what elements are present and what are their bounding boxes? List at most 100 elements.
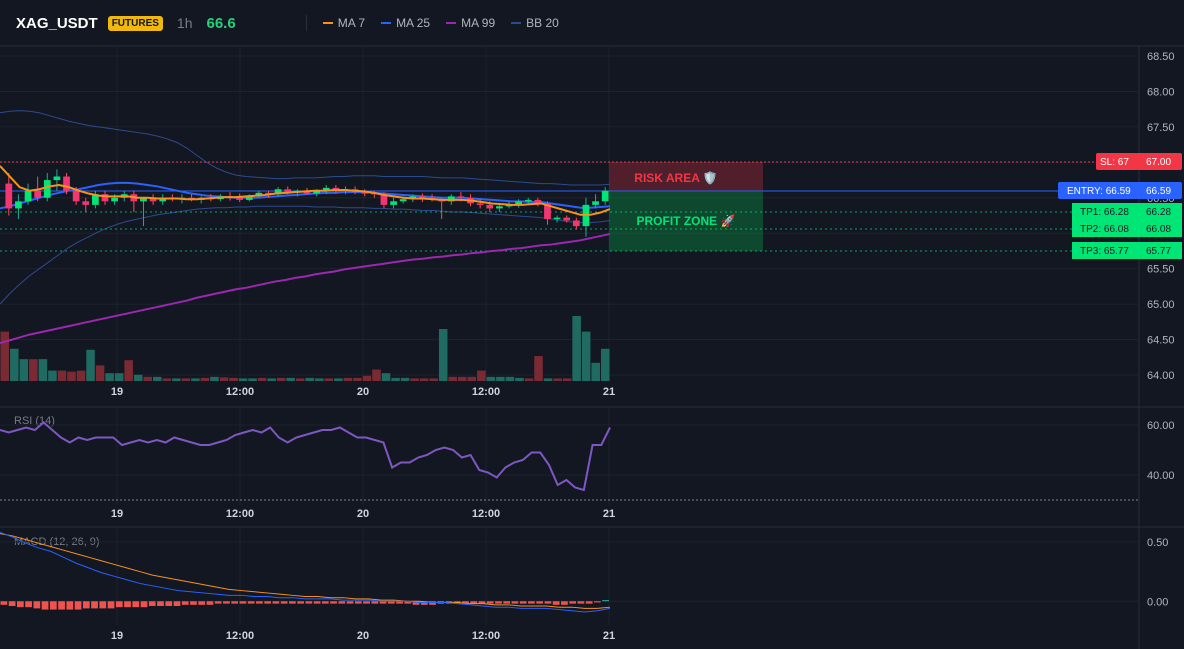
bb-lower-line [0,205,611,305]
macd-hist-bar-12 [99,601,107,609]
price-tick-8: 64.50 [1147,335,1175,347]
profit-zone-label: PROFIT ZONE 🚀 [637,214,736,228]
macd-hist-bar-60 [495,601,502,604]
volume-bar-12 [114,373,124,381]
candle-body-26 [255,192,263,196]
macd-hist-bar-8 [66,601,74,610]
candle-body-10 [101,194,109,202]
ma99-swatch [446,22,457,24]
candle-body-40 [390,201,397,205]
macd-hist-bar-47 [387,601,395,604]
symbol-name[interactable]: XAG_USDT [16,14,98,32]
macd-hist-bar-62 [511,601,519,604]
candle-body-4 [43,180,51,198]
candle-body-41 [399,199,407,202]
risk-area-zone[interactable] [609,162,763,192]
volume-bar-34 [324,378,334,381]
tp2-tag-value: 66.08 [1146,224,1171,235]
candle-body-51 [496,206,503,209]
volume-bar-46 [438,329,448,381]
volume-bar-21 [200,377,210,381]
volume-bar-37 [353,377,362,381]
macd-signal-path [0,533,611,609]
candle-body-15 [149,197,157,202]
legend-ma99[interactable]: MA 99 [446,16,495,30]
timeframe-label[interactable]: 1h [176,15,193,31]
macd-hist-bar-65 [536,601,544,604]
volume-bar-23 [219,377,229,381]
entry-tag [1058,182,1182,199]
ma25-path [0,181,611,210]
macd-hist-bar-29 [239,601,247,604]
volume-bar-41 [391,377,400,381]
volume-bars [0,316,610,381]
legend-ma7-label: MA 7 [337,16,366,30]
time-tick-2-4: 21 [603,630,615,642]
tp2-tag [1072,220,1140,237]
rsi-tick-1: 40.00 [1147,470,1175,482]
tp2-value-tag [1140,220,1182,237]
macd-hist-bar-0 [0,601,8,605]
rsi-path [0,421,611,492]
volume-bar-2 [19,359,29,381]
candle-body-2 [24,190,32,202]
indicator-legend: MA 7 MA 25 MA 99 BB 20 [322,16,559,30]
candle-body-59 [572,220,580,227]
volume-bar-58 [553,378,562,381]
macd-hist-bar-68 [561,601,568,605]
price-tick-1: 68.00 [1147,86,1175,98]
candle-body-50 [486,204,494,209]
legend-ma25[interactable]: MA 25 [381,16,430,30]
macd-hist-bar-13 [107,601,115,609]
candle-body-55 [534,199,542,204]
volume-bar-10 [95,365,105,381]
candle-body-0 [5,183,13,209]
volume-bar-17 [162,378,172,381]
candlesticks [5,169,609,237]
macd-line-path [0,531,611,613]
volume-bar-29 [276,377,286,381]
macd-hist-bar-19 [157,601,164,606]
entry-tag-value: 66.59 [1146,186,1171,197]
candle-body-47 [457,196,465,198]
candle-body-9 [92,194,99,205]
legend-ma7[interactable]: MA 7 [322,16,366,30]
volume-bar-45 [429,378,438,381]
macd-hist-bar-30 [247,601,255,604]
volume-bar-40 [381,373,391,381]
volume-bar-56 [534,356,543,381]
bb20-swatch [511,22,522,24]
ma7-swatch [322,22,333,24]
volume-bar-27 [257,377,267,381]
macd-hist-bar-67 [552,601,560,605]
macd-hist-bar-46 [379,601,387,604]
candle-body-32 [313,190,320,194]
macd-hist-bar-40 [330,601,337,604]
volume-bar-48 [458,376,467,381]
candle-body-3 [34,190,42,198]
volume-bar-49 [467,376,477,381]
legend-bb20[interactable]: BB 20 [511,16,559,30]
tp1-tag-label: TP1: 66.28 [1080,207,1129,218]
macd-hist-bar-14 [115,601,123,608]
price-tick-9: 64.00 [1147,370,1175,382]
volume-bar-43 [410,378,419,381]
ma25-line [0,181,611,210]
candle-body-46 [447,196,455,202]
tp2-tag-label: TP2: 66.08 [1080,224,1129,235]
ma99-path [0,232,611,345]
macd-hist-bar-42 [346,601,354,604]
volume-bar-52 [496,376,505,381]
candle-body-29 [284,189,292,193]
volume-bar-62 [591,362,600,381]
macd-hist-bar-24 [198,601,206,605]
volume-bar-9 [86,349,95,381]
time-tick-2-0: 19 [111,630,123,642]
volume-bar-61 [581,331,591,381]
volume-bar-15 [143,376,152,381]
volume-bar-35 [334,378,343,381]
chart-header: XAG_USDT FUTURES 1h 66.6 MA 7 MA 25 MA 9… [0,0,1184,46]
macd-hist-bar-71 [585,601,593,604]
profit-zone[interactable] [609,192,763,251]
